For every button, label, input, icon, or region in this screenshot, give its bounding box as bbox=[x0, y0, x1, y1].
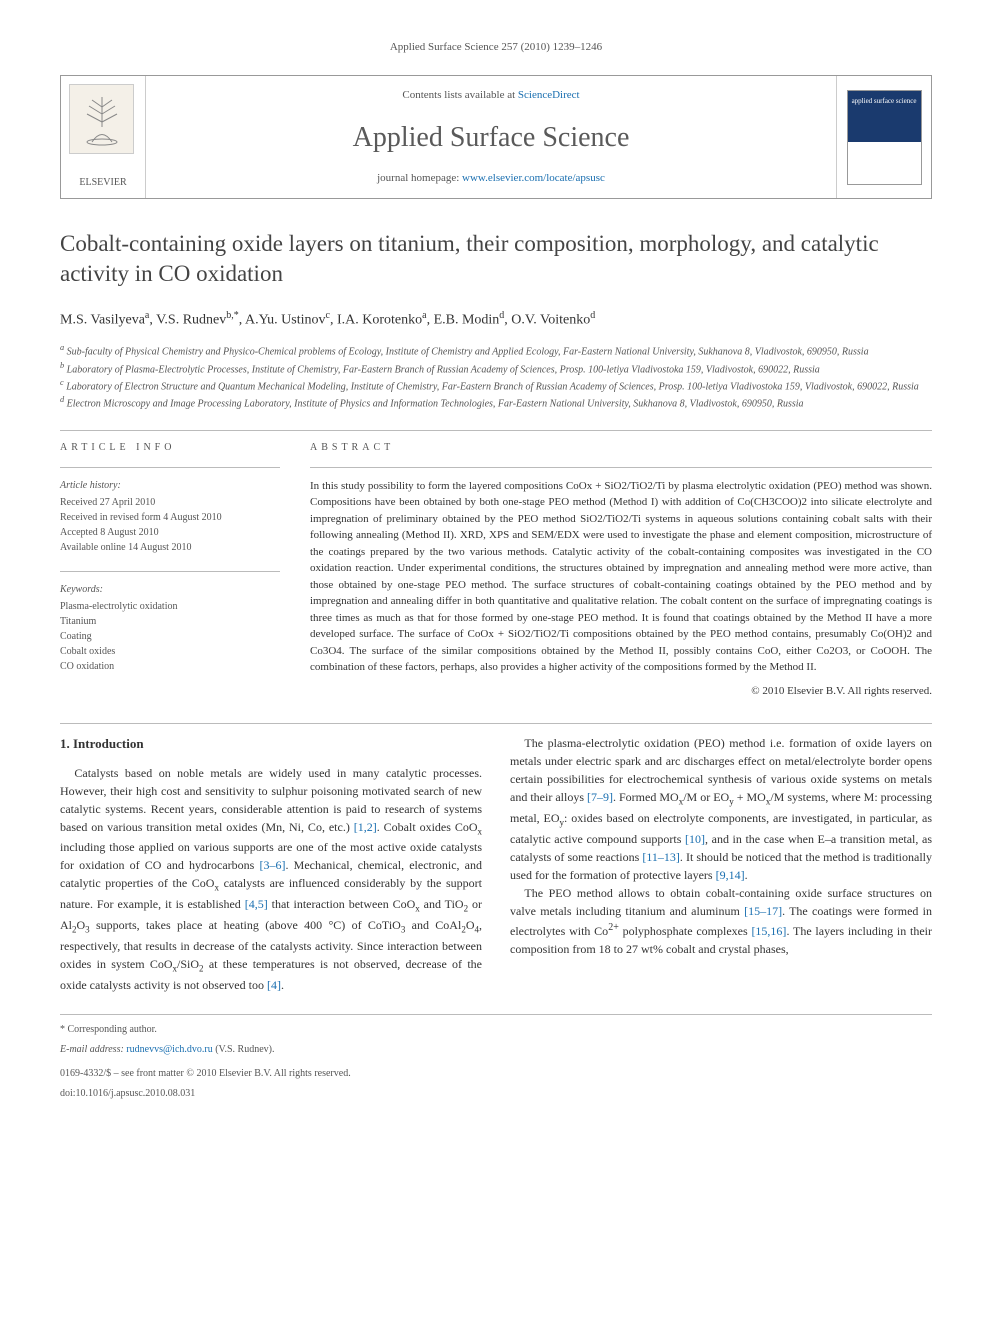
email-suffix: (V.S. Rudnev). bbox=[213, 1044, 275, 1055]
keyword: Plasma-electrolytic oxidation bbox=[60, 599, 280, 614]
elsevier-logo-icon bbox=[69, 84, 134, 154]
section-heading: 1. Introduction bbox=[60, 734, 482, 754]
journal-header: ELSEVIER Contents lists available at Sci… bbox=[60, 75, 932, 199]
footer: * Corresponding author. E-mail address: … bbox=[60, 1014, 932, 1101]
keywords-label: Keywords: bbox=[60, 582, 280, 597]
homepage-prefix: journal homepage: bbox=[377, 172, 462, 184]
affiliation-d: d Electron Microscopy and Image Processi… bbox=[60, 394, 932, 411]
history-accepted: Accepted 8 August 2010 bbox=[60, 525, 280, 540]
publisher-name: ELSEVIER bbox=[69, 176, 137, 190]
abstract-heading: abstract bbox=[310, 441, 932, 455]
divider bbox=[310, 467, 932, 468]
article-history: Article history: Received 27 April 2010 … bbox=[60, 478, 280, 555]
body-paragraph: The PEO method allows to obtain cobalt-c… bbox=[510, 884, 932, 958]
email-link[interactable]: rudnevvs@ich.dvo.ru bbox=[126, 1044, 212, 1055]
journal-title: Applied Surface Science bbox=[158, 118, 824, 157]
keyword: Cobalt oxides bbox=[60, 644, 280, 659]
sciencedirect-link[interactable]: ScienceDirect bbox=[518, 89, 580, 101]
ref-link[interactable]: [3–6] bbox=[260, 858, 286, 872]
ref-link[interactable]: [4] bbox=[267, 978, 281, 992]
contents-prefix: Contents lists available at bbox=[402, 89, 517, 101]
article-title: Cobalt-containing oxide layers on titani… bbox=[60, 229, 932, 289]
authors-line: M.S. Vasilyevaa, V.S. Rudnevb,*, A.Yu. U… bbox=[60, 309, 932, 330]
history-received: Received 27 April 2010 bbox=[60, 495, 280, 510]
keywords-block: Keywords: Plasma-electrolytic oxidation … bbox=[60, 582, 280, 674]
keyword: CO oxidation bbox=[60, 659, 280, 674]
divider bbox=[60, 723, 932, 724]
body-paragraph: The plasma-electrolytic oxidation (PEO) … bbox=[510, 734, 932, 884]
ref-link[interactable]: [15–17] bbox=[744, 904, 782, 918]
ref-link[interactable]: [1,2] bbox=[354, 820, 377, 834]
copyright-line: © 2010 Elsevier B.V. All rights reserved… bbox=[310, 684, 932, 699]
abstract-column: abstract In this study possibility to fo… bbox=[310, 441, 932, 699]
journal-cover-icon: applied surface science bbox=[847, 90, 922, 185]
history-label: Article history: bbox=[60, 478, 280, 493]
ref-link[interactable]: [7–9] bbox=[587, 790, 613, 804]
cover-text: applied surface science bbox=[852, 97, 917, 107]
corresponding-author: * Corresponding author. bbox=[60, 1023, 932, 1037]
history-revised: Received in revised form 4 August 2010 bbox=[60, 510, 280, 525]
contents-line: Contents lists available at ScienceDirec… bbox=[158, 88, 824, 103]
email-line: E-mail address: rudnevvs@ich.dvo.ru (V.S… bbox=[60, 1043, 932, 1057]
ref-link[interactable]: [11–13] bbox=[642, 850, 680, 864]
affiliation-a: a Sub-faculty of Physical Chemistry and … bbox=[60, 342, 932, 359]
keyword: Titanium bbox=[60, 614, 280, 629]
affiliation-b: b Laboratory of Plasma-Electrolytic Proc… bbox=[60, 360, 932, 377]
divider bbox=[60, 430, 932, 431]
info-abstract-row: article info Article history: Received 2… bbox=[60, 441, 932, 699]
divider bbox=[60, 467, 280, 468]
divider bbox=[60, 571, 280, 572]
doi-line: doi:10.1016/j.apsusc.2010.08.031 bbox=[60, 1087, 932, 1101]
history-online: Available online 14 August 2010 bbox=[60, 540, 280, 555]
publisher-block: ELSEVIER bbox=[61, 76, 146, 198]
homepage-link[interactable]: www.elsevier.com/locate/apsusc bbox=[462, 172, 605, 184]
body-paragraph: Catalysts based on noble metals are wide… bbox=[60, 764, 482, 994]
email-label: E-mail address: bbox=[60, 1044, 126, 1055]
ref-link[interactable]: [15,16] bbox=[751, 924, 786, 938]
ref-link[interactable]: [10] bbox=[685, 832, 705, 846]
ref-link[interactable]: [4,5] bbox=[245, 897, 268, 911]
journal-reference: Applied Surface Science 257 (2010) 1239–… bbox=[60, 40, 932, 55]
homepage-line: journal homepage: www.elsevier.com/locat… bbox=[158, 171, 824, 186]
cover-block: applied surface science bbox=[836, 76, 931, 198]
affiliation-c: c Laboratory of Electron Structure and Q… bbox=[60, 377, 932, 394]
article-info-column: article info Article history: Received 2… bbox=[60, 441, 280, 699]
article-info-heading: article info bbox=[60, 441, 280, 455]
issn-line: 0169-4332/$ – see front matter © 2010 El… bbox=[60, 1067, 932, 1081]
ref-link[interactable]: [9,14] bbox=[716, 868, 745, 882]
abstract-text: In this study possibility to form the la… bbox=[310, 478, 932, 676]
affiliations: a Sub-faculty of Physical Chemistry and … bbox=[60, 342, 932, 411]
body-text: 1. Introduction Catalysts based on noble… bbox=[60, 734, 932, 994]
header-center: Contents lists available at ScienceDirec… bbox=[146, 76, 836, 198]
keyword: Coating bbox=[60, 629, 280, 644]
